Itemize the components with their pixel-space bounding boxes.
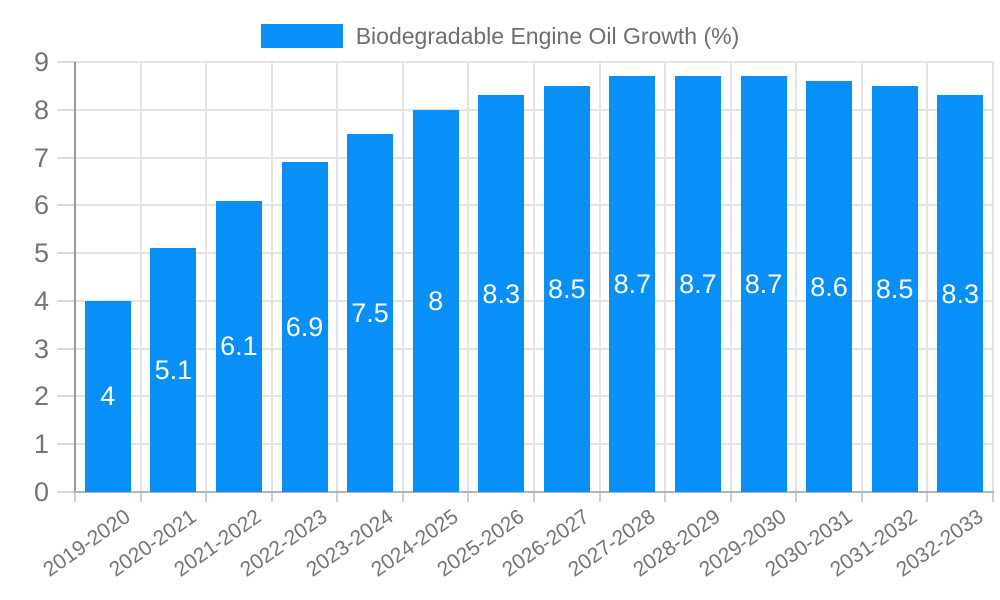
y-axis-label: 1	[33, 429, 49, 460]
x-tick	[926, 492, 929, 502]
bar[interactable]	[543, 85, 590, 492]
bar[interactable]	[347, 133, 394, 492]
bar-value-label: 8	[428, 285, 444, 316]
legend-swatch-icon	[260, 24, 343, 48]
x-tick	[533, 492, 535, 502]
gridline-vertical	[795, 62, 798, 492]
x-tick	[205, 492, 208, 502]
bar[interactable]	[150, 248, 197, 492]
bar-value-label: 8.3	[941, 278, 979, 309]
x-tick	[992, 492, 994, 502]
bar-value-label: 6.9	[285, 312, 324, 343]
gridline-vertical	[270, 62, 273, 492]
y-tick	[57, 252, 75, 255]
bar-value-label: 6.1	[220, 331, 258, 362]
y-tick	[57, 204, 75, 207]
bar-value-label: 7.5	[351, 297, 389, 328]
y-tick	[57, 491, 75, 493]
y-tick	[57, 108, 75, 111]
x-tick	[270, 492, 273, 502]
bar-value-label: 8.5	[875, 273, 914, 304]
gridline-vertical	[664, 62, 667, 492]
x-tick	[74, 492, 76, 502]
y-tick	[57, 61, 75, 63]
bar[interactable]	[412, 109, 459, 492]
gridline-vertical	[992, 62, 994, 492]
x-tick	[860, 492, 863, 502]
y-tick	[57, 347, 75, 350]
x-tick	[139, 492, 142, 502]
gridline-vertical	[139, 62, 142, 492]
y-axis-line	[74, 62, 76, 492]
bar[interactable]	[871, 85, 918, 492]
gridline-vertical	[926, 62, 929, 492]
x-tick	[795, 492, 798, 502]
x-axis-line	[73, 491, 994, 493]
y-tick	[57, 443, 75, 446]
bar[interactable]	[740, 76, 787, 492]
bar[interactable]	[806, 81, 853, 492]
bar-value-label: 8.5	[548, 273, 586, 304]
bar[interactable]	[609, 76, 656, 492]
gridline-vertical	[401, 62, 404, 492]
bar[interactable]	[84, 300, 131, 492]
x-tick	[598, 492, 601, 502]
bar-value-label: 5.1	[154, 355, 193, 386]
y-axis-label: 0	[33, 477, 49, 507]
x-tick	[729, 492, 732, 502]
gridline-vertical	[598, 62, 601, 492]
x-tick	[467, 492, 470, 502]
bar[interactable]	[478, 95, 525, 492]
bar[interactable]	[215, 200, 262, 492]
y-axis-label: 6	[33, 190, 49, 221]
gridline-vertical	[336, 62, 339, 492]
gridline-vertical	[860, 62, 863, 492]
bar[interactable]	[674, 76, 721, 492]
y-axis-label: 7	[33, 142, 49, 173]
bar-value-label: 8.7	[679, 269, 717, 300]
x-tick	[401, 492, 404, 502]
bar-value-label: 8.6	[810, 271, 848, 302]
bar[interactable]	[281, 162, 328, 492]
y-axis-label: 4	[33, 285, 49, 316]
y-axis-label: 5	[33, 238, 49, 269]
bar-value-label: 8.7	[613, 269, 652, 300]
y-tick	[57, 395, 75, 398]
y-axis-label: 9	[33, 47, 49, 77]
legend[interactable]: Biodegradable Engine Oil Growth (%)	[0, 22, 1000, 50]
bar-value-label: 8.7	[744, 269, 783, 300]
x-tick	[664, 492, 667, 502]
bar[interactable]	[937, 95, 984, 492]
gridline-vertical	[729, 62, 732, 492]
bar-value-label: 4	[100, 381, 116, 412]
y-axis-label: 2	[33, 381, 49, 412]
gridline-vertical	[533, 62, 535, 492]
bar-value-label: 8.3	[482, 278, 520, 309]
y-axis-label: 3	[33, 333, 49, 364]
y-tick	[57, 299, 75, 302]
gridline-vertical	[467, 62, 470, 492]
gridline-vertical	[205, 62, 208, 492]
x-tick	[336, 492, 339, 502]
y-axis-label: 8	[33, 94, 49, 125]
legend-label: Biodegradable Engine Oil Growth (%)	[355, 23, 740, 49]
y-tick	[57, 156, 75, 159]
